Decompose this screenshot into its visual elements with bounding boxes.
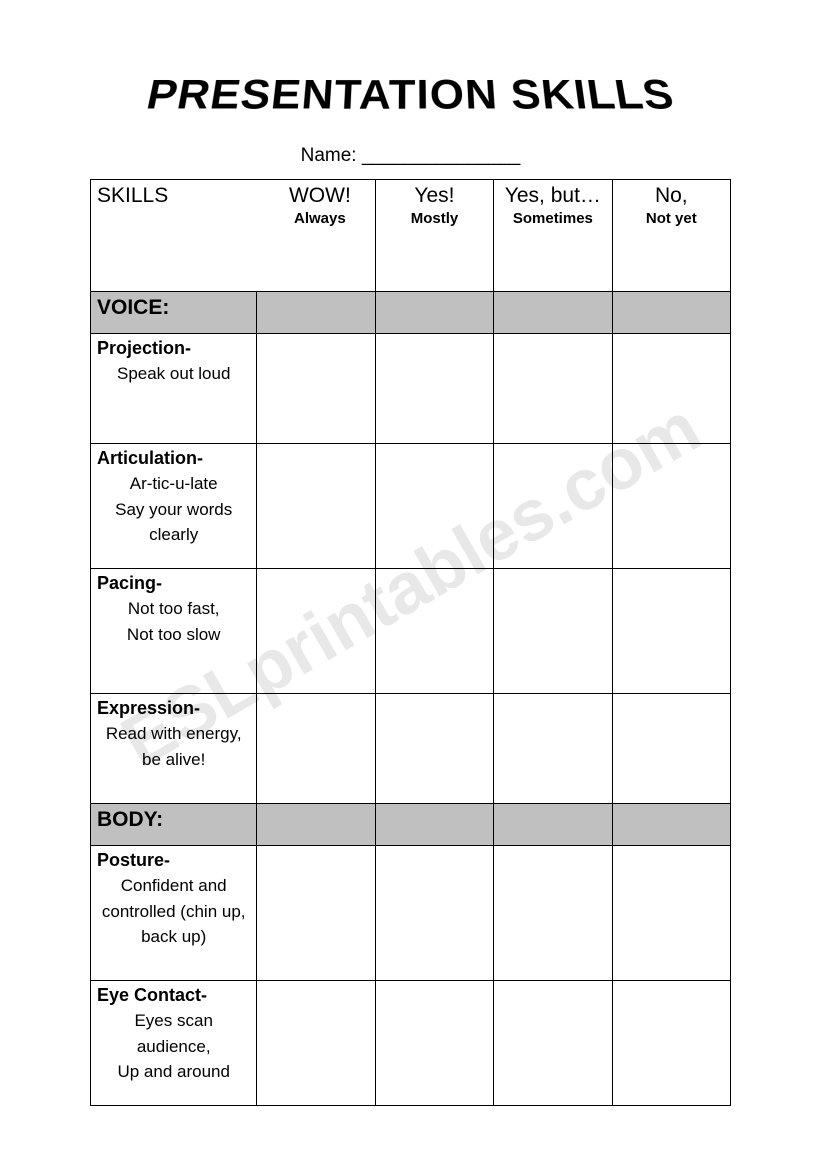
- skill-row-projection: Projection- Speak out loud: [91, 334, 731, 444]
- rating-cell[interactable]: [257, 981, 375, 1106]
- rating-cell[interactable]: [494, 569, 612, 694]
- header-rating-wow-sub: Always: [289, 210, 351, 227]
- skill-name: Projection-: [97, 338, 250, 359]
- skill-desc: Not too fast,Not too slow: [97, 594, 250, 647]
- rating-cell[interactable]: [375, 694, 493, 804]
- page-title: PRESENTATION SKILLS: [84, 72, 738, 120]
- rating-cell[interactable]: [494, 694, 612, 804]
- header-rating-yes-sub: Mostly: [382, 210, 487, 227]
- section-label-body: BODY:: [97, 808, 163, 831]
- section-cell: [612, 292, 730, 334]
- rating-cell[interactable]: [494, 981, 612, 1106]
- section-cell: [257, 292, 375, 334]
- rating-cell[interactable]: [612, 846, 730, 981]
- header-rating-wow: WOW!: [289, 184, 351, 207]
- skill-row-posture: Posture- Confident and controlled (chin …: [91, 846, 731, 981]
- rating-cell[interactable]: [257, 444, 375, 569]
- skill-row-pacing: Pacing- Not too fast,Not too slow: [91, 569, 731, 694]
- skill-label-cell: Articulation- Ar-tic-u-lateSay your word…: [91, 444, 257, 569]
- table-header-row: SKILLS WOW! Always Yes! Mostly Yes, but……: [91, 180, 731, 292]
- header-rating-yesbut-sub: Sometimes: [500, 210, 605, 227]
- header-skills-wow-cell: SKILLS WOW! Always: [91, 180, 376, 292]
- section-cell: [257, 804, 375, 846]
- skill-name: Articulation-: [97, 448, 250, 469]
- section-cell: [494, 292, 612, 334]
- section-row-voice: VOICE:: [91, 292, 731, 334]
- document-content: PRESENTATION SKILLS Name: ______________…: [90, 70, 731, 1106]
- section-row-body: BODY:: [91, 804, 731, 846]
- rating-cell[interactable]: [375, 444, 493, 569]
- skill-desc: Eyes scan audience,Up and around: [97, 1006, 250, 1085]
- name-field-label: Name: _______________: [90, 145, 731, 167]
- skill-label-cell: Expression- Read with energy, be alive!: [91, 694, 257, 804]
- skill-name: Eye Contact-: [97, 985, 250, 1006]
- skill-desc: Read with energy, be alive!: [97, 719, 250, 772]
- header-rating-no: No,: [619, 184, 724, 208]
- header-rating-yes-cell: Yes! Mostly: [375, 180, 493, 292]
- skill-name: Posture-: [97, 850, 250, 871]
- skill-label-cell: Projection- Speak out loud: [91, 334, 257, 444]
- header-rating-yesbut-cell: Yes, but… Sometimes: [494, 180, 612, 292]
- skill-desc: Speak out loud: [97, 359, 250, 387]
- skill-row-expression: Expression- Read with energy, be alive!: [91, 694, 731, 804]
- skill-name: Expression-: [97, 698, 250, 719]
- rating-cell[interactable]: [494, 846, 612, 981]
- rating-cell[interactable]: [612, 694, 730, 804]
- rating-cell[interactable]: [612, 981, 730, 1106]
- rating-cell[interactable]: [257, 846, 375, 981]
- section-cell: [494, 804, 612, 846]
- section-label-body-cell: BODY:: [91, 804, 257, 846]
- skill-desc: Confident and controlled (chin up, back …: [97, 871, 250, 950]
- section-cell: [375, 292, 493, 334]
- rating-cell[interactable]: [257, 694, 375, 804]
- rating-cell[interactable]: [375, 981, 493, 1106]
- rating-cell[interactable]: [375, 569, 493, 694]
- skill-label-cell: Eye Contact- Eyes scan audience,Up and a…: [91, 981, 257, 1106]
- rating-cell[interactable]: [612, 444, 730, 569]
- skill-name: Pacing-: [97, 573, 250, 594]
- rating-cell[interactable]: [375, 334, 493, 444]
- skill-desc: Ar-tic-u-lateSay your words clearly: [97, 469, 250, 548]
- skill-row-eyecontact: Eye Contact- Eyes scan audience,Up and a…: [91, 981, 731, 1106]
- rating-cell[interactable]: [375, 846, 493, 981]
- section-cell: [612, 804, 730, 846]
- rating-cell[interactable]: [612, 334, 730, 444]
- rubric-table: SKILLS WOW! Always Yes! Mostly Yes, but……: [90, 179, 731, 1106]
- rating-cell[interactable]: [494, 444, 612, 569]
- rating-cell[interactable]: [257, 569, 375, 694]
- section-cell: [375, 804, 493, 846]
- header-rating-no-cell: No, Not yet: [612, 180, 730, 292]
- skill-label-cell: Pacing- Not too fast,Not too slow: [91, 569, 257, 694]
- header-rating-yes: Yes!: [382, 184, 487, 208]
- section-label-voice-cell: VOICE:: [91, 292, 257, 334]
- rating-cell[interactable]: [612, 569, 730, 694]
- skill-row-articulation: Articulation- Ar-tic-u-lateSay your word…: [91, 444, 731, 569]
- section-label-voice: VOICE:: [97, 296, 169, 319]
- rating-cell[interactable]: [257, 334, 375, 444]
- skill-label-cell: Posture- Confident and controlled (chin …: [91, 846, 257, 981]
- header-skills-label: SKILLS: [97, 184, 168, 207]
- header-rating-no-sub: Not yet: [619, 210, 724, 227]
- header-rating-yesbut: Yes, but…: [500, 184, 605, 208]
- rating-cell[interactable]: [494, 334, 612, 444]
